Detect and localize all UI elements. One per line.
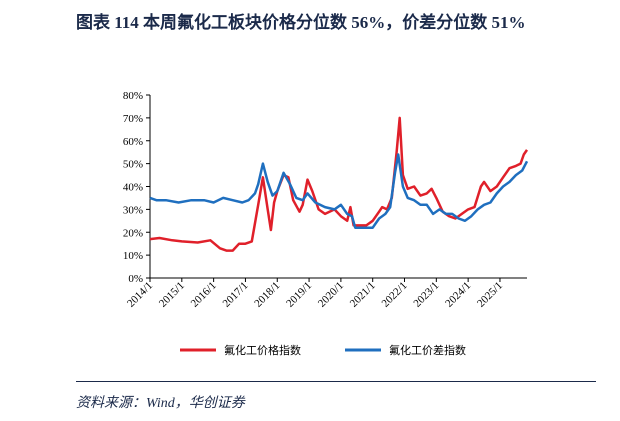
x-tick-label: 2020/1 — [316, 280, 346, 310]
series-line — [149, 153, 529, 229]
y-tick-label: 50% — [123, 159, 143, 171]
x-tick-label: 2022/1 — [380, 280, 410, 310]
y-tick-label: 0% — [128, 273, 143, 285]
y-tick-label: 20% — [123, 227, 143, 239]
x-tick-label: 2017/1 — [220, 280, 250, 310]
y-tick-label: 40% — [123, 182, 143, 194]
x-tick-label: 2016/1 — [189, 280, 219, 310]
source-note: 资料来源：Wind，华创证券 — [76, 396, 245, 411]
y-tick-label: 70% — [123, 113, 143, 125]
chart: 0%10%20%30%40%50%60%70%80%2014/1 2015/1 20… — [123, 90, 529, 357]
x-tick-label: 2015/1 — [157, 280, 187, 310]
series-line — [149, 116, 529, 252]
x-tick-label: 2024/1 — [443, 280, 473, 310]
legend-label: 氟化工价格指数 — [224, 343, 301, 357]
figure-title: 图表 114 本周氟化工板块价格分位数 56%，价差分位数 51% — [76, 13, 526, 32]
x-tick-label: 2019/1 — [284, 280, 314, 310]
rule — [76, 381, 596, 382]
y-tick-label: 80% — [123, 90, 143, 102]
x-tick-label: 2018/1 — [252, 280, 282, 310]
y-tick-label: 30% — [123, 204, 143, 216]
y-tick-label: 10% — [123, 250, 143, 262]
x-tick-label: 2025/1 — [475, 280, 505, 310]
y-tick-label: 60% — [123, 136, 143, 148]
x-tick-label: 2021/1 — [348, 280, 378, 310]
legend-label: 氟化工价差指数 — [389, 343, 466, 357]
x-tick-label: 2023/1 — [411, 280, 441, 310]
